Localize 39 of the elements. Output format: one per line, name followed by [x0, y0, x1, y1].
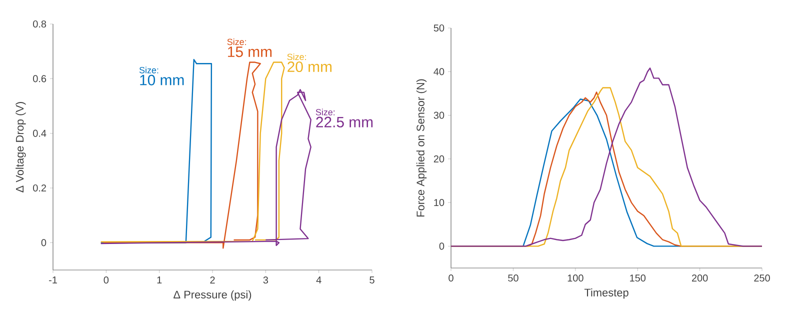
x-tick-label: 1 [157, 276, 162, 284]
y-tick-label: 0.4 [33, 130, 46, 137]
x-tick-label: 3 [263, 276, 268, 284]
line-series [102, 62, 261, 249]
annotation: Size: [227, 38, 246, 46]
y-tick-label: 0 [439, 242, 444, 250]
line-series [100, 62, 285, 242]
x-tick-label: 2 [210, 276, 215, 284]
y-tick-label: 10 [434, 199, 444, 206]
x-tick-label: 0 [448, 274, 454, 282]
x-tick-label: 150 [630, 274, 646, 282]
x-tick-label: 4 [316, 276, 322, 284]
x-tick-label: -1 [49, 276, 57, 284]
y-tick-label: 0.6 [33, 75, 46, 82]
series-label: 22.5 mm [316, 116, 373, 128]
x-axis-title: Δ Pressure (psi) [174, 290, 252, 301]
y-axis-title: Δ Voltage Drop (V) [16, 102, 26, 192]
y-axis-title: Force Applied on Sensor (N) [416, 79, 427, 217]
x-axis-title: Timestep [584, 288, 628, 299]
y-tick-label: 0.2 [33, 184, 46, 192]
series-label: 20 mm [288, 61, 332, 72]
y-tick-label: 0 [41, 239, 46, 246]
annotation: Size: [316, 108, 335, 116]
series-label: 15 mm [228, 46, 272, 58]
annotation: Size: [139, 66, 158, 74]
y-tick-label: 0.8 [33, 20, 46, 28]
x-tick-label: 250 [754, 274, 770, 282]
y-tick-label: 20 [434, 155, 444, 162]
x-tick-label: 100 [568, 274, 584, 282]
annotation: Size: [287, 53, 306, 60]
x-tick-label: 50 [508, 274, 518, 282]
line-series [100, 89, 312, 246]
x-tick-label: 200 [692, 274, 708, 282]
x-tick-label: 5 [370, 276, 374, 284]
series-label: 10 mm [140, 74, 184, 86]
x-tick-label: 0 [104, 276, 109, 284]
y-tick-label: 50 [434, 24, 444, 32]
y-tick-label: 40 [434, 68, 444, 76]
y-tick-label: 30 [434, 112, 444, 119]
